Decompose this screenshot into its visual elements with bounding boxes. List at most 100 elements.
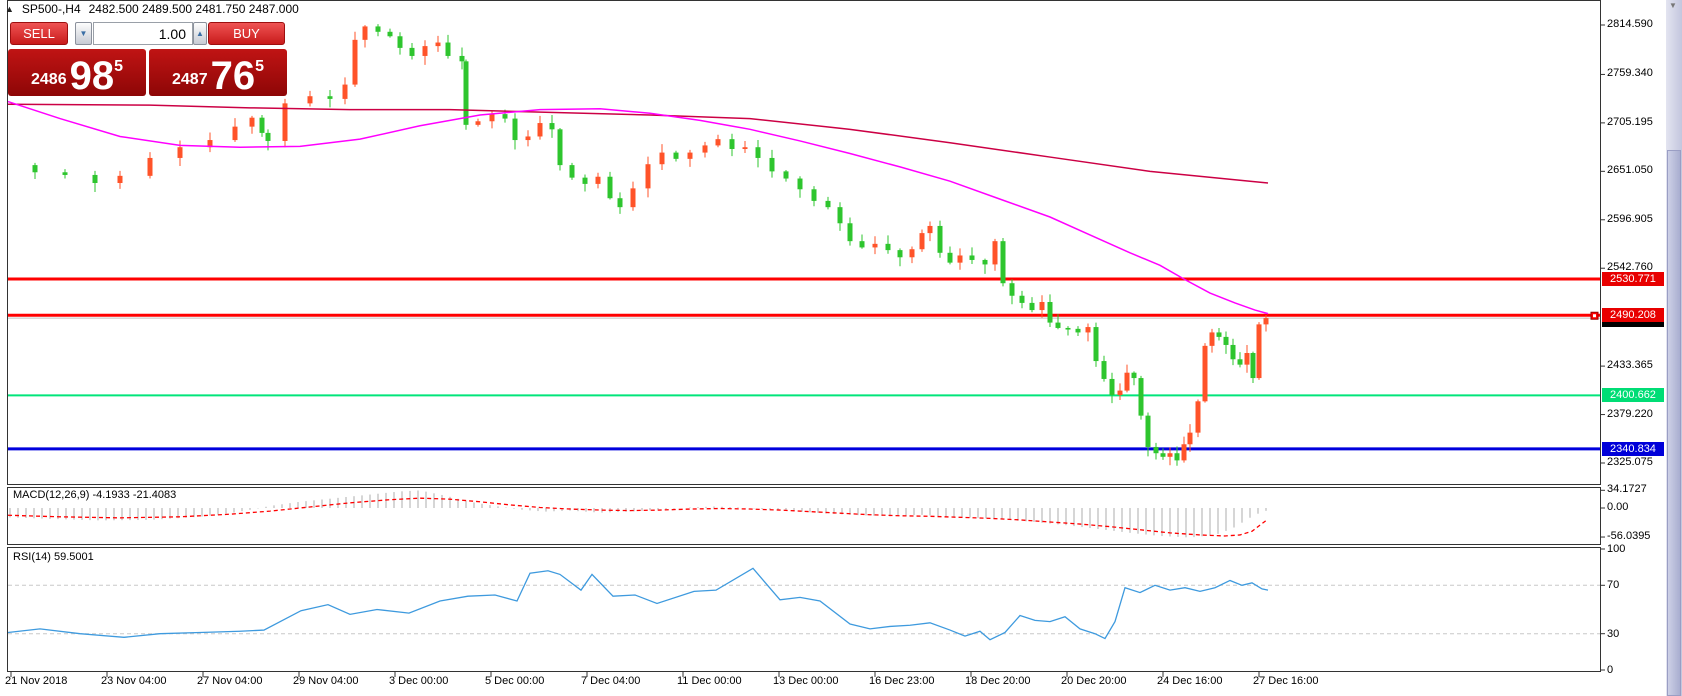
main-chart-panel-border bbox=[7, 0, 1601, 485]
candle-body bbox=[232, 126, 238, 141]
rsi-panel-border bbox=[7, 547, 1601, 672]
time-axis-label: 5 Dec 00:00 bbox=[485, 675, 545, 687]
price-axis-label: 2433.365 bbox=[1607, 359, 1653, 372]
candle-body bbox=[307, 96, 313, 104]
candle-body bbox=[512, 118, 518, 141]
time-axis-label: 24 Dec 16:00 bbox=[1157, 675, 1223, 687]
rsi-axis-label: 100 bbox=[1607, 543, 1626, 555]
vertical-scrollbar[interactable] bbox=[1666, 0, 1682, 696]
candle-body bbox=[982, 259, 988, 265]
buy-price-big: 76 bbox=[210, 54, 256, 98]
price-axis-label: 2379.220 bbox=[1607, 407, 1653, 420]
candle-body bbox=[645, 164, 651, 189]
candle-body bbox=[957, 255, 963, 263]
candle-body bbox=[837, 207, 843, 224]
candle-body bbox=[1167, 453, 1173, 457]
candle-body bbox=[897, 250, 903, 258]
ohlc-values: 2482.500 2489.500 2481.750 2487.000 bbox=[88, 2, 299, 16]
sell-price-panel[interactable]: 2486 98 5 bbox=[8, 49, 146, 96]
time-axis-label: 29 Nov 04:00 bbox=[293, 675, 359, 687]
rsi-axis-label: 0 bbox=[1607, 664, 1614, 676]
volume-dropdown-button[interactable]: ▼ bbox=[75, 22, 92, 45]
candle-body bbox=[687, 152, 693, 159]
symbol-marker-icon: ▲ bbox=[5, 4, 14, 14]
candle-body bbox=[1075, 328, 1081, 333]
candle-body bbox=[659, 152, 665, 165]
macd-axis-label: 34.1727 bbox=[1607, 483, 1647, 496]
candle-body bbox=[463, 61, 469, 125]
candle-body bbox=[1256, 324, 1262, 379]
candle-body bbox=[265, 132, 271, 141]
candle-body bbox=[352, 39, 358, 85]
candle-body bbox=[1187, 432, 1193, 445]
chevron-down-icon: ▼ bbox=[79, 29, 88, 38]
price-axis-label: 2814.590 bbox=[1607, 18, 1653, 30]
chevron-up-icon: ▲ bbox=[196, 29, 204, 38]
sell-button[interactable]: SELL bbox=[10, 22, 68, 45]
candle-body bbox=[525, 136, 531, 141]
candle-body bbox=[147, 157, 153, 176]
rsi-axis-label: 70 bbox=[1607, 579, 1620, 592]
candle-body bbox=[422, 46, 428, 56]
time-axis-label: 3 Dec 00:00 bbox=[389, 675, 449, 687]
rsi-indicator-label: RSI(14) 59.5001 bbox=[13, 551, 94, 563]
current-price-badge bbox=[1602, 321, 1664, 328]
sell-price-sup: 5 bbox=[114, 58, 123, 75]
candle-body bbox=[259, 117, 265, 133]
candle-body bbox=[702, 145, 708, 153]
price-axis-label: 2651.050 bbox=[1607, 164, 1653, 177]
candle-body bbox=[489, 114, 495, 122]
candle-body bbox=[1047, 302, 1053, 323]
buy-button[interactable]: BUY bbox=[208, 22, 285, 45]
candle-body bbox=[742, 147, 748, 150]
level-price-badge: 2340.834 bbox=[1602, 441, 1664, 456]
candle-body bbox=[32, 165, 38, 173]
candle-body bbox=[1093, 327, 1099, 362]
candle-body bbox=[282, 103, 288, 141]
price-axis-label: 2705.195 bbox=[1607, 115, 1653, 128]
candle-body bbox=[1009, 283, 1015, 296]
candle-body bbox=[1029, 302, 1035, 311]
buy-price-sup: 5 bbox=[255, 58, 264, 75]
rsi-line bbox=[7, 567, 1269, 641]
price-axis-label: 2759.340 bbox=[1607, 67, 1653, 80]
candle-body bbox=[327, 96, 333, 99]
candle-body bbox=[502, 114, 508, 119]
candle-body bbox=[919, 233, 925, 250]
candle-body bbox=[673, 152, 679, 159]
candle-body bbox=[1085, 327, 1091, 333]
candle-body bbox=[859, 241, 865, 248]
candle-body bbox=[797, 178, 803, 190]
volume-increase-button[interactable]: ▲ bbox=[193, 22, 207, 45]
candle-body bbox=[1263, 318, 1269, 325]
volume-input[interactable] bbox=[93, 22, 193, 45]
candle-body bbox=[769, 157, 775, 172]
candle-body bbox=[872, 243, 878, 248]
candle-body bbox=[1230, 344, 1236, 360]
candle-body bbox=[62, 172, 68, 175]
scrollbar-thumb[interactable] bbox=[1667, 150, 1681, 696]
candle-body bbox=[1055, 322, 1061, 328]
candle-body bbox=[549, 123, 555, 130]
candle-body bbox=[947, 252, 953, 263]
price-axis-label: 2596.905 bbox=[1607, 212, 1653, 225]
candle-body bbox=[117, 175, 123, 184]
candle-body bbox=[1181, 444, 1187, 461]
time-axis-label: 16 Dec 23:00 bbox=[869, 675, 935, 687]
candle-body bbox=[909, 249, 915, 258]
candle-body bbox=[1000, 241, 1006, 284]
buy-price-panel[interactable]: 2487 76 5 bbox=[149, 49, 287, 96]
candle-body bbox=[475, 121, 481, 125]
candle-body bbox=[715, 139, 721, 146]
time-axis-label: 21 Nov 2018 bbox=[5, 675, 68, 687]
candle-body bbox=[1195, 401, 1201, 433]
candle-body bbox=[1223, 336, 1229, 345]
scrollbar-arrow-icon: ▼ bbox=[1669, 1, 1677, 10]
candle-body bbox=[1019, 295, 1025, 303]
sell-price-small: 2486 bbox=[31, 71, 67, 88]
candle-body bbox=[755, 147, 761, 158]
symbol-timeframe-label: SP500-,H4 bbox=[21, 2, 81, 16]
one-click-trade-widget: SELL ▼ ▲ BUY 2486 98 5 2487 76 5 bbox=[8, 22, 288, 97]
